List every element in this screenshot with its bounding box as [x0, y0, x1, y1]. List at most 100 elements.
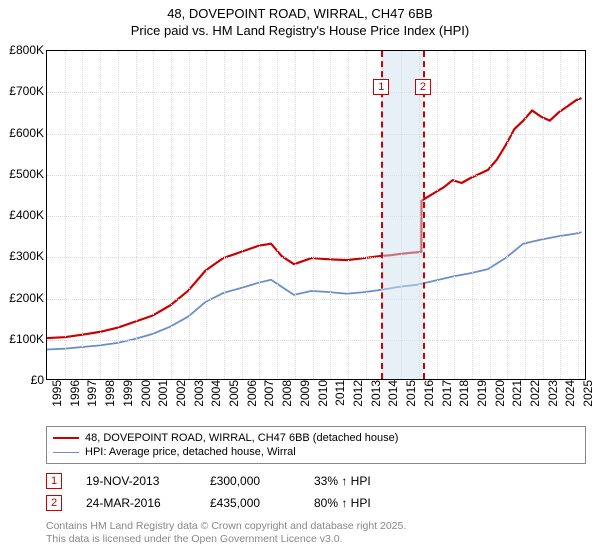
y-axis-label: £100K	[2, 332, 44, 346]
gridline-v	[525, 51, 526, 379]
y-axis-label: £800K	[2, 43, 44, 57]
line-plot-svg	[47, 51, 585, 379]
y-axis-label: £700K	[2, 84, 44, 98]
x-axis-label: 2017	[440, 380, 454, 418]
legend-swatch	[53, 452, 79, 453]
series-line	[47, 232, 582, 349]
gridline-v	[313, 51, 314, 379]
gridline-v	[437, 51, 438, 379]
x-axis-label: 1996	[68, 380, 82, 418]
sale-date: 24-MAR-2016	[86, 496, 186, 510]
gridline-v	[507, 51, 508, 379]
y-axis-label: £0	[2, 373, 44, 387]
gridline-v	[454, 51, 455, 379]
x-axis-label: 2021	[510, 380, 524, 418]
highlight-band	[381, 51, 423, 379]
gridline-v	[65, 51, 66, 379]
y-axis-label: £200K	[2, 291, 44, 305]
gridline-v	[472, 51, 473, 379]
gridline-v	[206, 51, 207, 379]
gridline-v	[118, 51, 119, 379]
x-axis-label: 2013	[369, 380, 383, 418]
gridline-h	[47, 299, 585, 300]
x-axis-label: 2004	[209, 380, 223, 418]
footer-line-1: Contains HM Land Registry data © Crown c…	[46, 520, 586, 533]
attribution-footer: Contains HM Land Registry data © Crown c…	[46, 520, 586, 546]
sale-marker-line	[423, 51, 425, 379]
legend-swatch	[53, 437, 79, 439]
gridline-h	[47, 216, 585, 217]
x-axis-label: 2011	[333, 380, 347, 418]
chart-container: 48, DOVEPOINT ROAD, WIRRAL, CH47 6BB Pri…	[0, 0, 600, 560]
gridline-h	[47, 134, 585, 135]
sale-date: 19-NOV-2013	[86, 474, 186, 488]
sale-marker-line	[381, 51, 383, 379]
sale-marker: 1	[46, 473, 62, 489]
gridline-v	[560, 51, 561, 379]
x-axis-label: 2003	[192, 380, 206, 418]
gridline-v	[242, 51, 243, 379]
sale-price: £435,000	[210, 496, 290, 510]
sale-hpi: 80% ↑ HPI	[314, 496, 414, 510]
sale-row: 2 24-MAR-2016 £435,000 80% ↑ HPI	[46, 492, 586, 514]
sale-hpi: 33% ↑ HPI	[314, 474, 414, 488]
gridline-v	[295, 51, 296, 379]
x-axis-label: 2005	[227, 380, 241, 418]
gridline-v	[224, 51, 225, 379]
x-axis-label: 2015	[404, 380, 418, 418]
legend-item: 48, DOVEPOINT ROAD, WIRRAL, CH47 6BB (de…	[53, 431, 579, 445]
footer-line-2: This data is licensed under the Open Gov…	[46, 533, 586, 546]
x-axis-label: 2002	[174, 380, 188, 418]
sales-table: 1 19-NOV-2013 £300,000 33% ↑ HPI 2 24-MAR-201…	[46, 470, 586, 514]
gridline-h	[47, 340, 585, 341]
gridline-v	[171, 51, 172, 379]
y-axis-label: £300K	[2, 249, 44, 263]
x-axis-label: 1997	[85, 380, 99, 418]
gridline-v	[578, 51, 579, 379]
y-axis-label: £600K	[2, 126, 44, 140]
gridline-v	[189, 51, 190, 379]
gridline-h	[47, 175, 585, 176]
sale-marker-box: 1	[373, 79, 389, 95]
x-axis-label: 2010	[316, 380, 330, 418]
legend-label: HPI: Average price, detached house, Wirr…	[85, 446, 296, 458]
gridline-v	[277, 51, 278, 379]
gridline-v	[153, 51, 154, 379]
gridline-v	[366, 51, 367, 379]
x-axis-label: 2006	[245, 380, 259, 418]
x-axis-label: 1999	[121, 380, 135, 418]
x-axis-label: 2024	[563, 380, 577, 418]
x-axis-label: 2022	[528, 380, 542, 418]
x-axis-label: 2014	[386, 380, 400, 418]
x-axis-label: 2016	[422, 380, 436, 418]
gridline-v	[259, 51, 260, 379]
x-axis-label: 1998	[103, 380, 117, 418]
gridline-v	[136, 51, 137, 379]
sale-price: £300,000	[210, 474, 290, 488]
x-axis-label: 2020	[493, 380, 507, 418]
x-axis-label: 2025	[581, 380, 595, 418]
gridline-v	[490, 51, 491, 379]
gridline-h	[47, 257, 585, 258]
x-axis-label: 2012	[351, 380, 365, 418]
x-axis-label: 1995	[50, 380, 64, 418]
title-line-1: 48, DOVEPOINT ROAD, WIRRAL, CH47 6BB	[0, 6, 600, 23]
legend-label: 48, DOVEPOINT ROAD, WIRRAL, CH47 6BB (de…	[85, 432, 398, 444]
gridline-v	[82, 51, 83, 379]
y-axis-label: £400K	[2, 208, 44, 222]
x-axis-label: 2019	[475, 380, 489, 418]
sale-row: 1 19-NOV-2013 £300,000 33% ↑ HPI	[46, 470, 586, 492]
x-axis-label: 2001	[156, 380, 170, 418]
x-axis-label: 2023	[546, 380, 560, 418]
legend-item: HPI: Average price, detached house, Wirr…	[53, 445, 579, 459]
gridline-v	[348, 51, 349, 379]
gridline-v	[100, 51, 101, 379]
sale-marker: 2	[46, 495, 62, 511]
gridline-v	[330, 51, 331, 379]
x-axis-label: 2009	[298, 380, 312, 418]
gridline-v	[543, 51, 544, 379]
x-axis-label: 2000	[139, 380, 153, 418]
x-axis-label: 2018	[457, 380, 471, 418]
x-axis-label: 2008	[280, 380, 294, 418]
y-axis-label: £500K	[2, 167, 44, 181]
